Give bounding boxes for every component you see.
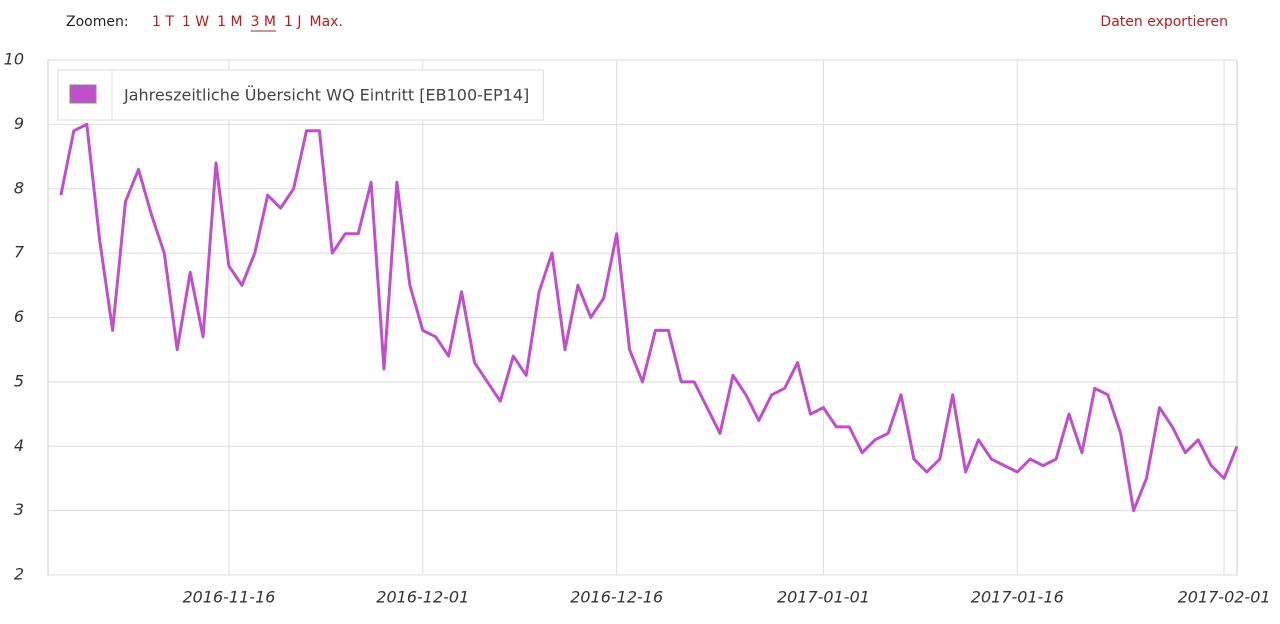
zoom-option[interactable]: Max.: [310, 14, 343, 30]
zoom-label: Zoomen:: [66, 14, 129, 30]
zoom-option[interactable]: 1 T: [152, 14, 174, 30]
y-tick-label: 8: [14, 178, 24, 197]
zoom-option[interactable]: 3 M: [251, 14, 276, 30]
y-tick-label: 7: [14, 243, 25, 262]
x-tick-label: 2016-11-16: [182, 588, 275, 607]
y-tick-label: 4: [14, 436, 24, 455]
x-tick-label: 2017-01-16: [971, 588, 1064, 607]
zoom-option[interactable]: 1 W: [182, 14, 209, 30]
y-tick-label: 3: [14, 500, 24, 519]
x-tick-label: 2017-02-01: [1178, 588, 1271, 607]
y-tick-label: 2: [14, 565, 24, 584]
legend-label: Jahreszeitliche Übersicht WQ Eintritt [E…: [123, 86, 529, 105]
y-tick-label: 9: [14, 114, 24, 133]
y-tick-label: 10: [4, 50, 24, 69]
y-tick-label: 6: [14, 307, 24, 326]
legend-swatch: [69, 84, 97, 104]
legend-box: [57, 69, 544, 121]
x-tick-label: 2017-01-01: [777, 588, 870, 607]
zoom-option[interactable]: 1 M: [217, 14, 242, 30]
export-link[interactable]: Daten exportieren: [1100, 14, 1228, 30]
y-tick-label: 5: [14, 371, 24, 390]
x-tick-label: 2016-12-16: [570, 588, 663, 607]
zoom-option[interactable]: 1 J: [284, 14, 302, 30]
x-tick-label: 2016-12-01: [376, 588, 469, 607]
data-line: [59, 122, 1239, 513]
